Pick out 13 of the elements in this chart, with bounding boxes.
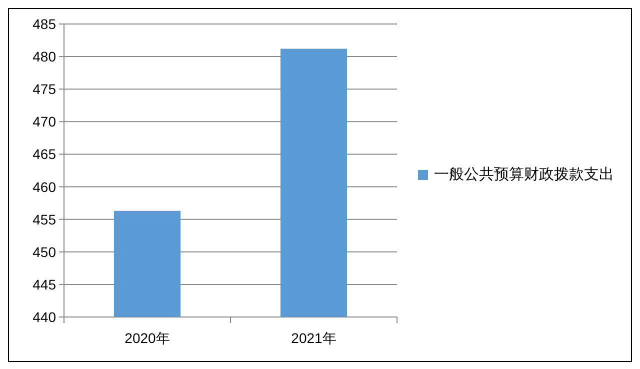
y-tick-label: 470 (32, 114, 56, 130)
y-tick-label: 465 (32, 146, 56, 162)
y-tick-label: 440 (32, 309, 56, 325)
y-tick-label: 455 (32, 211, 56, 228)
y-tick-label: 460 (32, 178, 56, 195)
y-tick-label: 480 (32, 48, 56, 65)
legend-label: 一般公共预算财政拨款支出 (434, 165, 615, 185)
y-tick-label: 475 (32, 81, 56, 98)
x-tick-label: 2021年 (291, 330, 336, 346)
y-tick-label: 450 (32, 244, 56, 260)
x-tick-label: 2020年 (124, 330, 170, 346)
y-tick-label: 445 (32, 276, 56, 292)
y-tick-label: 485 (32, 16, 56, 32)
